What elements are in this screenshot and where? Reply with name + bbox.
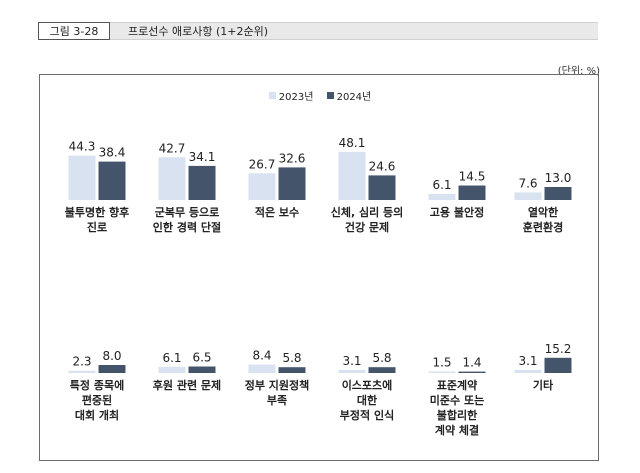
bar-2023년-7 (158, 366, 186, 373)
data-label: 6.5 (192, 351, 211, 365)
data-label: 38.4 (99, 146, 126, 160)
bar-2024년-8 (278, 367, 306, 373)
category-label-line: 편중된 (81, 394, 113, 407)
category-label: 후원 관련 문제 (137, 378, 237, 393)
category-label-line: 후원 관련 문제 (152, 379, 222, 392)
bar-2024년-9 (368, 367, 396, 373)
category-label-line: 불합리한 (436, 409, 478, 422)
data-label: 15.2 (545, 342, 572, 356)
data-label: 42.7 (159, 141, 186, 155)
data-label: 1.5 (432, 356, 451, 370)
data-label: 26.7 (249, 157, 276, 171)
category-label-line: 진로 (86, 221, 108, 234)
category-label-line: 훈련환경 (522, 221, 564, 234)
legend: 2023년 2024년 (0, 88, 640, 103)
figure-header: 그림 3-28 프로선수 애로사항 (1+2순위) (38, 22, 598, 42)
data-label: 32.6 (279, 151, 306, 165)
category-label-line: 대한 (356, 394, 378, 407)
figure-title: 프로선수 애로사항 (1+2순위) (110, 22, 598, 40)
bar-2023년-11 (514, 369, 542, 373)
category-label-line: 특정 종목에 (69, 379, 125, 392)
bar-2023년-2 (248, 173, 276, 200)
bar-2024년-1 (188, 165, 216, 200)
bar-2024년-10 (458, 371, 486, 373)
data-label: 14.5 (459, 170, 486, 184)
data-label: 5.8 (282, 351, 301, 365)
data-label: 44.3 (69, 140, 96, 154)
bar-2023년-4 (428, 193, 456, 200)
bar-2024년-2 (278, 167, 306, 200)
data-label: 1.4 (462, 356, 481, 370)
data-label: 6.1 (162, 351, 181, 365)
data-label: 7.6 (518, 176, 537, 190)
data-label: 6.1 (432, 178, 451, 192)
bar-2024년-7 (188, 366, 216, 373)
data-label: 2.3 (72, 355, 91, 369)
category-label-line: 신체, 심리 등의 (330, 206, 404, 219)
bar-2024년-5 (544, 187, 572, 200)
data-label: 3.1 (518, 354, 537, 368)
data-label: 8.4 (252, 349, 271, 363)
category-label-line: 기타 (532, 379, 554, 392)
category-label-line: 표준계약 (436, 379, 478, 392)
category-label-line: 인한 경력 단절 (152, 221, 222, 234)
bar-2024년-0 (98, 161, 126, 200)
chart-frame (39, 74, 599, 461)
category-label-line: 적은 보수 (254, 206, 300, 219)
bar-2023년-8 (248, 364, 276, 373)
bar-2023년-5 (514, 192, 542, 200)
legend-item-2024: 2024년 (326, 88, 372, 103)
category-label-line: 불투명한 향후 (64, 206, 130, 219)
bar-2023년-6 (68, 370, 96, 373)
bar-2023년-9 (338, 369, 366, 373)
bar-2024년-6 (98, 365, 126, 373)
legend-label-2023: 2023년 (278, 92, 314, 103)
category-label-line: 부족 (266, 394, 288, 407)
data-label: 3.1 (342, 354, 361, 368)
bar-2023년-0 (68, 155, 96, 200)
legend-item-2023: 2023년 (268, 88, 314, 103)
data-label: 5.8 (372, 351, 391, 365)
legend-label-2024: 2024년 (336, 92, 372, 103)
data-label: 24.6 (369, 159, 396, 173)
legend-swatch-2024 (326, 92, 334, 99)
data-label: 13.0 (545, 171, 572, 185)
bar-2023년-10 (428, 371, 456, 373)
category-label-line: 계약 체결 (434, 424, 480, 437)
category-label-line: 군복무 등으로 (154, 206, 220, 219)
data-label: 34.1 (189, 150, 216, 164)
bar-2024년-4 (458, 185, 486, 200)
category-label: 기타 (493, 378, 593, 393)
category-label-line: 열악한 (527, 206, 559, 219)
data-label: 48.1 (339, 136, 366, 150)
category-label-line: 고용 불안정 (429, 206, 485, 219)
bar-2023년-1 (158, 157, 186, 200)
category-label: 고용 불안정 (407, 205, 507, 220)
data-label: 8.0 (102, 349, 121, 363)
category-label-line: 부정적 인식 (339, 409, 395, 422)
category-label-line: 건강 문제 (344, 221, 390, 234)
unit-label: (단위: %) (557, 66, 600, 77)
figure-label: 그림 3-28 (38, 22, 110, 40)
category-label-line: 정부 지원정책 (244, 379, 310, 392)
category-label-line: 미준수 또는 (429, 394, 485, 407)
legend-swatch-2023 (268, 92, 276, 99)
category-label-line: 이스포츠에 (341, 379, 393, 392)
category-label: 적은 보수 (227, 205, 327, 220)
bar-2024년-3 (368, 175, 396, 200)
category-label-line: 대회 개최 (74, 409, 120, 422)
bar-2024년-11 (544, 357, 572, 373)
bar-2023년-3 (338, 151, 366, 200)
